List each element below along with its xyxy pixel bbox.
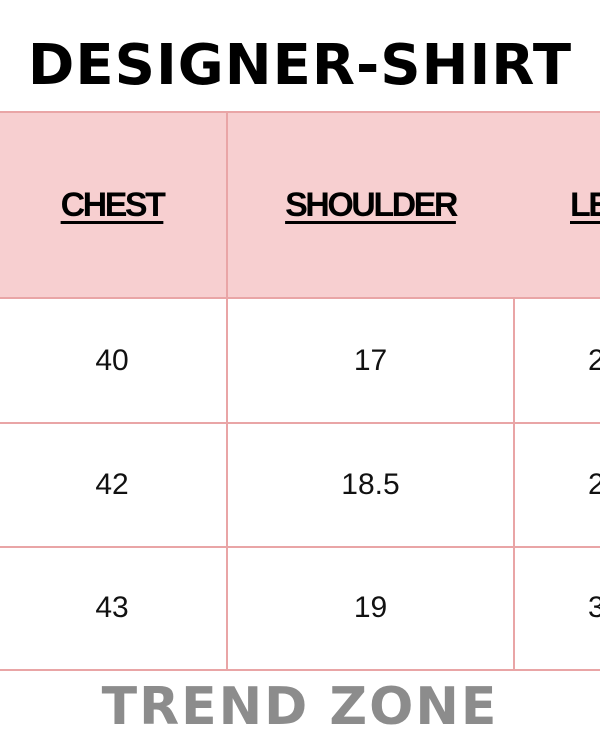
- table-cell: 42: [0, 423, 228, 548]
- table-cell: 40: [0, 299, 228, 424]
- table-cell: 17: [228, 299, 515, 424]
- table-cell: 3: [513, 547, 600, 671]
- table-cell: 2: [513, 299, 600, 424]
- table-cell: 43: [0, 547, 228, 671]
- cell-value: 43: [95, 591, 129, 624]
- table-cell: LE: [513, 113, 600, 299]
- table-border: [0, 111, 600, 113]
- column-header: SHOULDER: [285, 185, 458, 224]
- brand: TREND ZONE: [101, 677, 499, 737]
- cell-value: 42: [95, 467, 129, 501]
- cell-value: 17: [353, 343, 388, 377]
- table-cell: 2: [513, 423, 600, 548]
- column-header: LE: [570, 185, 600, 224]
- column-header: CHEST: [60, 185, 166, 224]
- cell-value: 2: [588, 343, 600, 377]
- cell-value: 3: [588, 591, 600, 624]
- table-cell: 18.5: [228, 423, 515, 548]
- cell-value: 19: [353, 591, 388, 624]
- title: DESIGNER-SHIRT: [27, 33, 573, 98]
- table-cell: SHOULDER: [228, 113, 515, 299]
- table-cell: 19: [228, 547, 515, 671]
- table-cell: CHEST: [0, 113, 228, 299]
- size-table: CHEST SHOULDER LE 40 17 2 42 18.5 2 43 19 3: [0, 113, 600, 671]
- cell-value: 40: [95, 343, 129, 377]
- cell-value: 2: [588, 467, 600, 501]
- cell-value: 18.5: [341, 467, 400, 501]
